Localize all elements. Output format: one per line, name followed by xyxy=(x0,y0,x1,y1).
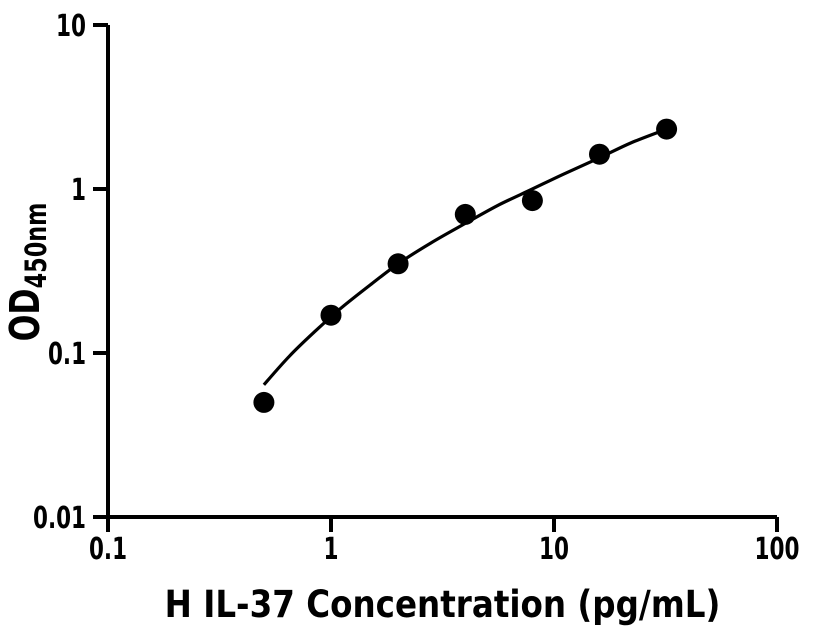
y-axis-title-subscript: 450nm xyxy=(19,202,53,289)
y-axis-title-main: OD xyxy=(1,288,49,342)
fit-curve-line xyxy=(262,127,668,386)
x-axis-tick-label: 1 xyxy=(324,532,339,567)
y-axis-tick-label: 1 xyxy=(71,173,86,208)
y-axis-tick-label: 10 xyxy=(56,9,86,44)
x-axis-tick-label: 0.1 xyxy=(89,532,127,567)
x-axis-title: H IL-37 Concentration (pg/mL) xyxy=(164,583,721,626)
x-axis-tick-label: 100 xyxy=(755,532,800,567)
y-axis-tick-label: 0.1 xyxy=(48,337,86,372)
data-point-marker xyxy=(253,391,275,413)
axis-spines xyxy=(106,25,777,519)
x-axis-tick-label: 10 xyxy=(539,532,569,567)
y-axis-title: OD450nm xyxy=(1,202,53,342)
data-point-marker xyxy=(521,190,543,212)
y-axis-tick-label: 0.01 xyxy=(33,501,86,536)
